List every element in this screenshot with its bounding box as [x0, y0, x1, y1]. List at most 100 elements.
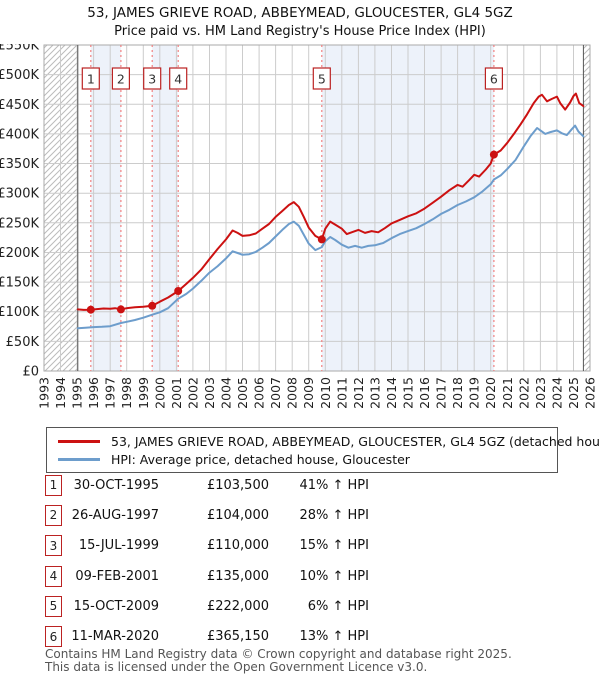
sale-point-dot: [116, 305, 125, 314]
x-tick-label: 2020: [483, 377, 498, 409]
x-tick-label: 2012: [351, 377, 366, 409]
y-tick-label: £500K: [0, 68, 39, 83]
x-tick-label: 1997: [103, 377, 118, 409]
sale-point-dot: [317, 235, 326, 244]
sale-date: 26-AUG-1997: [71, 507, 159, 523]
sale-hpi-delta: 41% ↑ HPI: [299, 477, 369, 493]
sale-hpi-delta: 13% ↑ HPI: [299, 629, 369, 645]
sale-number-badge: 3: [45, 535, 62, 557]
sale-point-dot: [86, 305, 95, 314]
sale-marker-number: 4: [174, 72, 182, 87]
sale-price: £135,000: [206, 568, 269, 584]
sale-row: 2 26-AUG-1997 £104,000 28% ↑ HPI: [45, 500, 369, 530]
x-tick-label: 2019: [467, 377, 482, 409]
y-tick-label: £550K: [0, 44, 39, 54]
sale-marker-number: 1: [87, 72, 95, 87]
sale-row: 3 15-JUL-1999 £110,000 15% ↑ HPI: [45, 531, 369, 561]
x-tick-label: 2004: [219, 377, 234, 409]
sale-number-badge: 1: [45, 474, 62, 496]
sale-date: 09-FEB-2001: [75, 568, 159, 584]
sale-marker-number: 2: [117, 72, 125, 87]
hpi-line-swatch: [58, 457, 100, 461]
sale-number-badge: 6: [45, 626, 62, 648]
y-tick-label: £400K: [0, 127, 39, 142]
x-tick-label: 1998: [119, 377, 134, 409]
sale-marker-box: [111, 67, 131, 90]
x-tick-label: 1993: [37, 377, 52, 409]
sale-hpi-delta: 6% ↑ HPI: [307, 598, 369, 614]
x-tick-label: 2007: [268, 377, 283, 409]
legend-label-hpi: HPI: Average price, detached house, Glou…: [111, 451, 410, 467]
property-line-swatch: [58, 439, 100, 443]
sale-price: £222,000: [206, 598, 269, 614]
sale-point-dot: [148, 301, 157, 310]
x-tick-label: 2016: [417, 377, 432, 409]
sale-marker-box: [484, 67, 503, 90]
page-title: 53, JAMES GRIEVE ROAD, ABBEYMEAD, GLOUCE…: [87, 5, 513, 21]
legend-label-property: 53, JAMES GRIEVE ROAD, ABBEYMEAD, GLOUCE…: [111, 433, 600, 449]
sale-point-dot: [489, 150, 498, 159]
x-tick-label: 2018: [450, 377, 465, 409]
x-tick-label: 2013: [367, 377, 382, 409]
x-tick-label: 1999: [136, 377, 151, 409]
x-tick-label: 1994: [53, 377, 68, 409]
x-tick-label: 2000: [152, 377, 167, 409]
x-tick-label: 2017: [434, 377, 449, 409]
sale-number-badge: 4: [45, 565, 62, 587]
hpi-line: [76, 124, 585, 330]
sale-row: 6 11-MAR-2020 £365,150 13% ↑ HPI: [45, 621, 369, 651]
x-tick-label: 2014: [384, 377, 399, 409]
x-tick-label: 2026: [583, 377, 598, 409]
x-tick-label: 2022: [516, 377, 531, 409]
sale-row: 1 30-OCT-1995 £103,500 41% ↑ HPI: [45, 470, 369, 500]
page-subtitle: Price paid vs. HM Land Registry's House …: [114, 24, 486, 39]
sale-hpi-delta: 10% ↑ HPI: [299, 568, 369, 584]
sale-hpi-delta: 15% ↑ HPI: [299, 538, 369, 554]
sale-number-badge: 5: [45, 595, 62, 617]
x-tick-label: 2005: [235, 377, 250, 409]
x-tick-label: 2021: [500, 377, 515, 409]
x-tick-label: 2023: [533, 377, 548, 409]
x-tick-label: 2009: [301, 377, 316, 409]
y-tick-label: £350K: [0, 157, 39, 172]
x-tick-label: 2025: [566, 377, 581, 409]
x-tick-label: 2008: [285, 377, 300, 409]
sale-date: 15-JUL-1999: [78, 538, 159, 554]
x-tick-label: 2006: [252, 377, 267, 409]
property-price-line: [76, 92, 585, 311]
sale-marker-box: [81, 67, 100, 90]
sale-price: £365,150: [206, 629, 269, 645]
y-tick-label: £50K: [6, 335, 40, 350]
sale-marker-box: [143, 67, 162, 90]
sale-price: £103,500: [206, 477, 269, 493]
sale-date: 15-OCT-2009: [73, 598, 159, 614]
sale-price: £104,000: [206, 507, 269, 523]
y-tick-label: £300K: [0, 187, 39, 202]
x-tick-label: 2015: [401, 377, 416, 409]
footer: Contains HM Land Registry data © Crown c…: [45, 648, 512, 673]
x-tick-label: 2011: [334, 377, 349, 409]
x-tick-label: 2010: [318, 377, 333, 409]
x-tick-label: 1996: [86, 377, 101, 409]
sale-number-badge: 2: [45, 504, 62, 526]
x-tick-label: 2001: [169, 377, 184, 409]
sale-marker-number: 3: [148, 72, 156, 87]
sale-marker-box: [169, 67, 188, 90]
sales-table: 1 30-OCT-1995 £103,500 41% ↑ HPI 2 26-AU…: [45, 470, 369, 652]
sale-marker-number: 5: [318, 72, 326, 87]
y-tick-label: £200K: [0, 246, 39, 261]
sale-marker-box: [312, 67, 331, 90]
chart-legend: 53, JAMES GRIEVE ROAD, ABBEYMEAD, GLOUCE…: [46, 427, 600, 473]
x-tick-label: 1995: [70, 377, 85, 409]
sale-hpi-delta: 28% ↑ HPI: [299, 507, 369, 523]
ownership-band: [90, 45, 121, 371]
sale-price: £110,000: [206, 538, 269, 554]
legend-item-property: 53, JAMES GRIEVE ROAD, ABBEYMEAD, GLOUCE…: [55, 432, 600, 450]
footer-line-1: Contains HM Land Registry data © Crown c…: [45, 647, 512, 661]
legend-item-hpi: HPI: Average price, detached house, Glou…: [55, 450, 549, 468]
y-tick-label: £450K: [0, 98, 39, 113]
sale-row: 4 09-FEB-2001 £135,000 10% ↑ HPI: [45, 561, 369, 591]
no-data-region: [583, 45, 590, 371]
y-tick-label: £0: [22, 365, 39, 380]
